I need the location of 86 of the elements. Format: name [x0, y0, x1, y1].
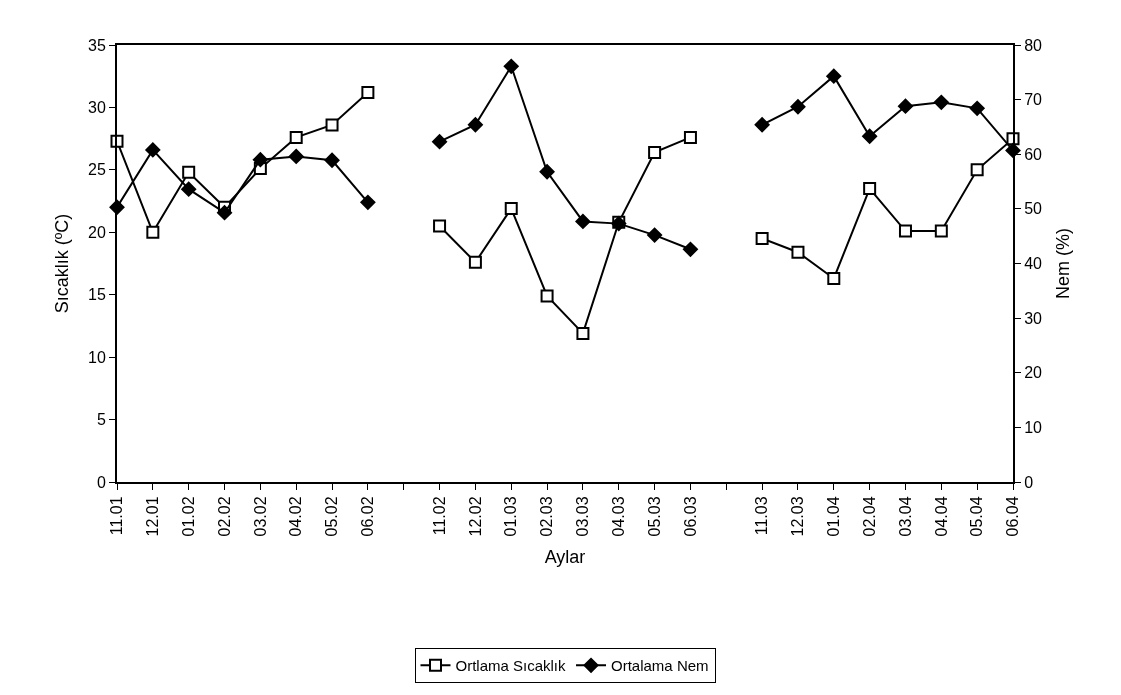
x-tick-label: 05.04 — [968, 496, 986, 537]
point — [145, 142, 161, 158]
x-axis-title: Aylar — [544, 547, 586, 568]
x-tick-label: 01.04 — [825, 496, 842, 537]
x-tick-label: 02.02 — [215, 496, 233, 537]
point — [576, 326, 590, 340]
x-tick-label: 03.04 — [896, 496, 914, 537]
y-tick-label: 35 — [88, 36, 106, 54]
point — [182, 165, 196, 179]
y2-tick-label: 20 — [1024, 364, 1043, 382]
x-tick-label: 11.03 — [753, 496, 771, 536]
point — [252, 152, 268, 168]
x-tick-label: 01.03 — [502, 496, 520, 537]
point — [433, 219, 447, 233]
point — [862, 128, 878, 144]
x-tick-label: 06.04 — [1004, 496, 1022, 537]
point — [970, 163, 984, 177]
point — [791, 245, 805, 259]
point — [826, 68, 842, 84]
y2-tick-label: 0 — [1024, 473, 1034, 491]
x-tick-label: 03.03 — [574, 496, 592, 537]
y2-tick-label: 70 — [1024, 91, 1043, 109]
point — [897, 98, 913, 114]
y-tick-label: 30 — [88, 99, 106, 117]
point — [360, 194, 376, 210]
point — [575, 213, 591, 229]
x-tick-label: 02.03 — [538, 496, 556, 537]
point — [540, 289, 554, 303]
y-tick-label: 10 — [88, 348, 106, 366]
x-tick-label: 04.02 — [287, 496, 305, 537]
legend-label: Ortalama Nem — [611, 657, 709, 675]
x-tick-label: 05.03 — [645, 496, 663, 537]
point — [790, 99, 806, 115]
y2-axis-title: Nem (%) — [1052, 228, 1073, 299]
point — [217, 205, 233, 221]
point — [504, 202, 518, 216]
point — [503, 58, 519, 74]
y2-tick-label: 30 — [1024, 309, 1043, 327]
x-tick-label: 01.02 — [179, 496, 197, 537]
point — [934, 224, 948, 238]
point — [146, 225, 160, 239]
point — [289, 130, 303, 144]
point — [288, 148, 304, 164]
y2-tick-label: 10 — [1024, 418, 1043, 436]
point — [898, 224, 912, 238]
point — [361, 85, 375, 99]
y2-tick-label: 80 — [1024, 36, 1043, 54]
x-tick-label: 04.03 — [609, 496, 627, 537]
x-tick-label: 02.04 — [860, 496, 878, 537]
point — [827, 271, 841, 285]
point — [682, 241, 698, 257]
point — [755, 232, 769, 246]
x-tick-label: 06.02 — [359, 496, 377, 537]
point — [754, 117, 770, 133]
x-tick-label: 12.01 — [144, 496, 162, 537]
x-tick-label: 04.04 — [932, 496, 950, 537]
point — [863, 182, 877, 196]
point — [325, 118, 339, 132]
x-tick-label: 05.02 — [323, 496, 341, 537]
x-tick-label: 06.03 — [681, 496, 699, 537]
point — [324, 152, 340, 168]
point — [432, 134, 448, 150]
point — [539, 164, 555, 180]
y-tick-label: 0 — [96, 473, 106, 491]
y-tick-label: 15 — [88, 286, 106, 304]
point — [467, 117, 483, 133]
point — [683, 130, 697, 144]
point — [647, 227, 663, 243]
x-tick-label: 12.02 — [466, 496, 484, 537]
point — [468, 255, 482, 269]
y-tick-label: 20 — [88, 223, 106, 241]
x-tick-label: 03.02 — [251, 496, 269, 537]
x-tick-label: 11.01 — [108, 496, 126, 536]
y2-tick-label: 40 — [1024, 255, 1043, 273]
legend-label: Ortlama Sıcaklık — [455, 657, 567, 675]
y-axis-title: Sıcaklık (ºC) — [51, 213, 72, 314]
y2-tick-label: 60 — [1024, 145, 1043, 163]
point — [181, 181, 197, 197]
y-tick-label: 25 — [88, 161, 106, 179]
x-tick-label: 12.03 — [789, 496, 807, 537]
y-tick-label: 5 — [96, 411, 106, 429]
point — [648, 145, 662, 159]
point — [933, 94, 949, 110]
point — [969, 100, 985, 116]
x-tick-label: 11.02 — [430, 496, 448, 536]
y2-tick-label: 50 — [1024, 200, 1043, 218]
